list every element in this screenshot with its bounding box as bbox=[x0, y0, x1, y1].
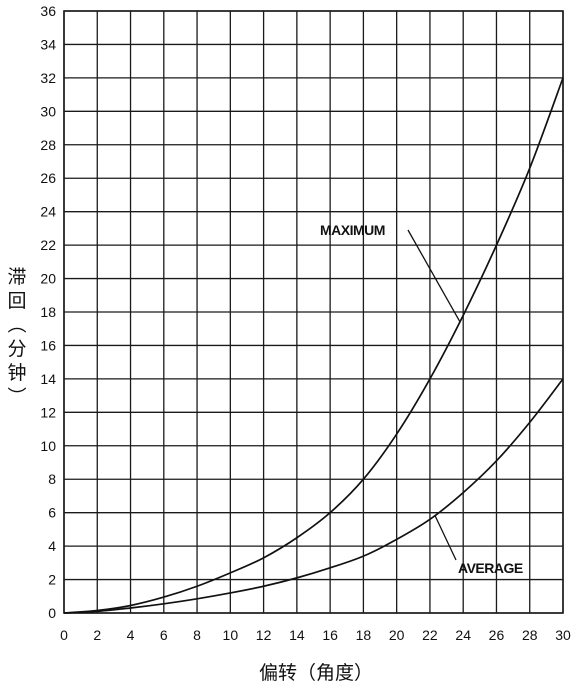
y-tick-label: 30 bbox=[40, 103, 56, 119]
y-axis-title-char: ） bbox=[5, 386, 27, 405]
annotation-label-maximum: MAXIMUM bbox=[320, 222, 385, 238]
annotation-label-average: AVERAGE bbox=[458, 560, 523, 576]
y-axis-title-char: 滞 bbox=[7, 266, 26, 288]
y-tick-label: 24 bbox=[40, 204, 56, 220]
y-axis-title-char: 钟 bbox=[7, 362, 26, 384]
x-tick-label: 24 bbox=[455, 627, 471, 643]
x-tick-label: 2 bbox=[93, 627, 101, 643]
x-tick-label: 16 bbox=[322, 627, 338, 643]
x-tick-label: 6 bbox=[160, 627, 168, 643]
y-tick-label: 14 bbox=[40, 371, 56, 387]
series-line-average bbox=[63, 378, 564, 614]
x-tick-label: 12 bbox=[256, 627, 272, 643]
x-tick-label: 0 bbox=[60, 627, 68, 643]
x-tick-label: 10 bbox=[223, 627, 239, 643]
x-tick-label: 4 bbox=[127, 627, 135, 643]
x-tick-label: 18 bbox=[356, 627, 372, 643]
x-tick-label: 30 bbox=[555, 627, 571, 643]
y-tick-label: 26 bbox=[40, 170, 56, 186]
annotation-leader-maximum bbox=[407, 229, 461, 323]
y-tick-label: 6 bbox=[48, 505, 56, 521]
series-layer bbox=[63, 77, 564, 614]
annotation-leader-average bbox=[434, 515, 457, 561]
x-tick-label: 22 bbox=[422, 627, 438, 643]
y-tick-label: 28 bbox=[40, 137, 56, 153]
x-tick-label: 28 bbox=[522, 627, 538, 643]
y-tick-label: 0 bbox=[48, 605, 56, 621]
y-tick-label: 22 bbox=[40, 237, 56, 253]
y-tick-label: 16 bbox=[40, 337, 56, 353]
y-tick-label: 2 bbox=[48, 572, 56, 588]
y-tick-label: 10 bbox=[40, 438, 56, 454]
annotation-layer: MAXIMUM AVERAGE bbox=[320, 222, 523, 576]
y-tick-label: 4 bbox=[48, 538, 56, 554]
y-tick-label: 32 bbox=[40, 70, 56, 86]
x-tick-label: 20 bbox=[389, 627, 405, 643]
y-axis-title-char: 回 bbox=[7, 290, 26, 312]
x-tick-label: 26 bbox=[489, 627, 505, 643]
y-axis-title-char: 分 bbox=[7, 338, 26, 360]
y-axis-title-char: （ bbox=[5, 314, 27, 333]
x-tick-label: 8 bbox=[193, 627, 201, 643]
series-line-maximum bbox=[63, 77, 564, 614]
y-tick-label: 12 bbox=[40, 404, 56, 420]
x-axis-tick-labels: 0 2 4 6 8 10 12 14 16 18 20 22 24 26 28 30 bbox=[60, 627, 571, 643]
y-axis-title: 滞回 （ 分钟 ） bbox=[5, 266, 27, 406]
grid-horizontal-lines bbox=[64, 10, 563, 614]
x-tick-label: 14 bbox=[289, 627, 305, 643]
y-tick-label: 34 bbox=[40, 36, 56, 52]
y-tick-label: 8 bbox=[48, 471, 56, 487]
y-tick-label: 20 bbox=[40, 271, 56, 287]
x-axis-title: 偏转（角度） bbox=[259, 662, 373, 684]
plot-frame bbox=[63, 10, 564, 614]
y-tick-label: 36 bbox=[40, 3, 56, 19]
y-tick-label: 18 bbox=[40, 304, 56, 320]
